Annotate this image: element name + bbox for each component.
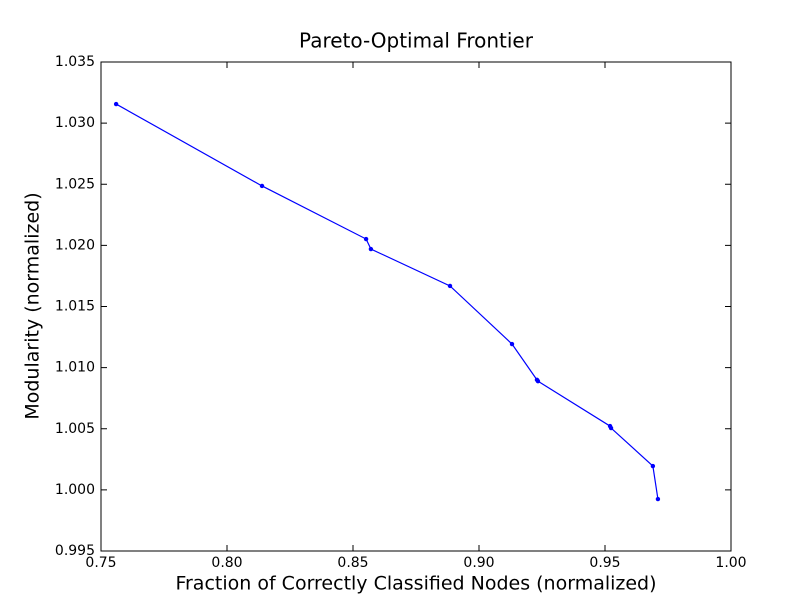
y-tick-label: 1.035: [55, 54, 95, 70]
y-axis-label: Modularity (normalized): [22, 192, 44, 419]
y-tick-label: 1.025: [55, 176, 95, 192]
x-tick-label: 0.90: [463, 555, 494, 571]
point: [655, 496, 661, 502]
point: [259, 183, 265, 189]
point: [447, 283, 453, 289]
x-tick-label: 0.80: [211, 555, 242, 571]
y-tick-label: 1.010: [55, 360, 95, 376]
x-axis-label: Fraction of Correctly Classified Nodes (…: [175, 573, 656, 595]
point: [363, 236, 369, 242]
x-tick-label: 0.75: [85, 555, 116, 571]
y-tick-label: 1.005: [55, 421, 95, 437]
point: [535, 378, 541, 384]
y-tick-label: 1.000: [55, 482, 95, 498]
series-line: [115, 103, 659, 500]
y-tick-label: 1.030: [55, 115, 95, 131]
point: [650, 463, 656, 469]
point: [113, 101, 119, 107]
x-tick-label: 1.00: [715, 555, 746, 571]
x-tick-label: 0.85: [337, 555, 368, 571]
point: [509, 341, 515, 347]
y-tick-label: 1.020: [55, 237, 95, 253]
point: [368, 246, 374, 252]
plot-frame: [100, 61, 732, 552]
chart-title: Pareto-Optimal Frontier: [299, 29, 534, 53]
y-tick-label: 0.995: [55, 543, 95, 559]
y-tick-label: 1.015: [55, 299, 95, 315]
point: [608, 425, 614, 431]
x-tick-label: 0.95: [589, 555, 620, 571]
